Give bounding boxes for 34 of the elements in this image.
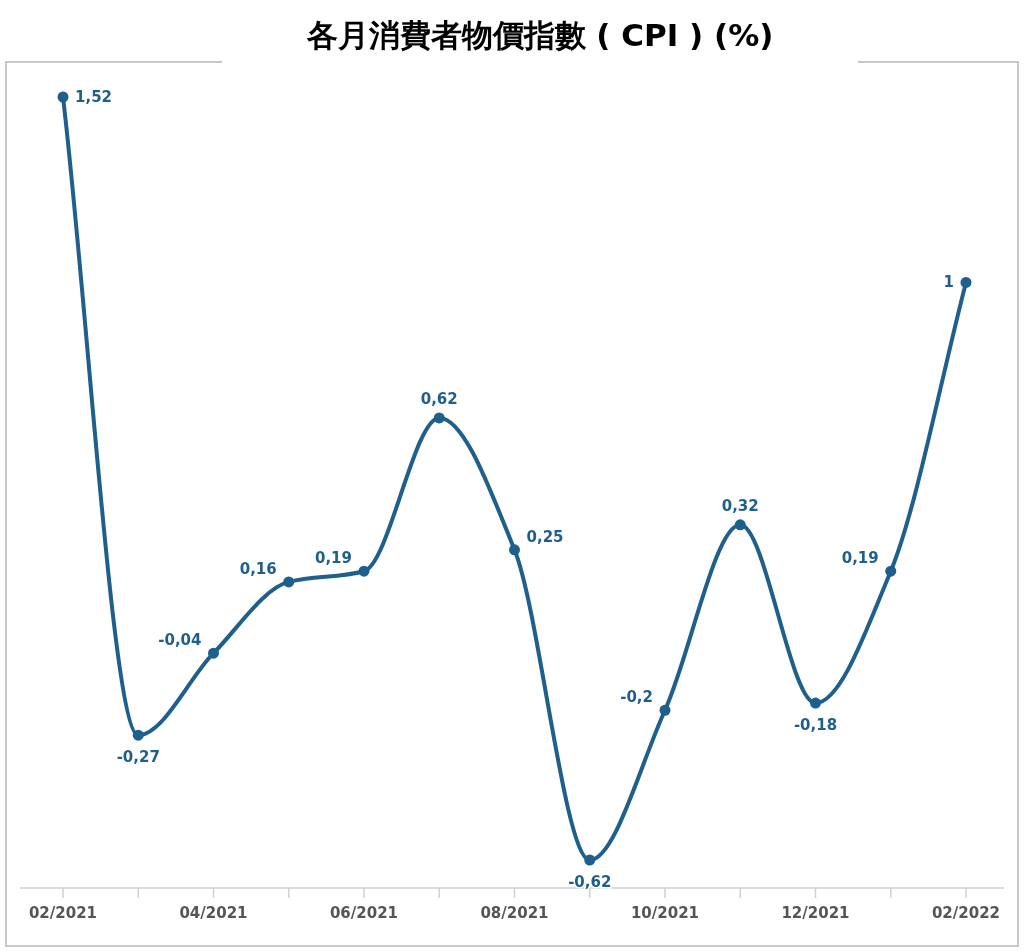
point — [584, 854, 596, 866]
point — [208, 647, 219, 659]
data-label: 1 — [943, 273, 954, 292]
data-label: 0,16 — [239, 559, 277, 578]
point — [433, 412, 445, 424]
point — [132, 729, 144, 741]
point — [57, 91, 69, 103]
data-label: -0,2 — [620, 688, 653, 707]
data-label: 0,62 — [420, 389, 458, 408]
data-label: 1,52 — [75, 88, 113, 106]
data-label: -0,18 — [793, 716, 838, 735]
point — [358, 565, 370, 577]
point — [885, 565, 897, 577]
x-tick-label: 06/2021 — [329, 904, 399, 922]
x-tick-label: 02/2021 — [28, 904, 98, 922]
x-tick-label: 08/2021 — [480, 904, 549, 922]
x-tick-label: 04/2021 — [179, 904, 248, 922]
data-label: -0,27 — [116, 748, 160, 767]
point — [810, 697, 821, 709]
data-label: 0,25 — [526, 527, 564, 546]
data-label: 0,19 — [314, 549, 352, 568]
point — [283, 576, 295, 588]
data-label: -0,04 — [158, 631, 202, 650]
data-label: -0,62 — [568, 873, 612, 891]
point — [509, 544, 520, 556]
x-tick-label: 02/2022 — [931, 904, 1001, 922]
chart-title: 各月消費者物價指數 ( CPI ) (%) — [305, 17, 774, 53]
data-label: 0,19 — [841, 549, 879, 568]
data-label: 0,32 — [721, 496, 759, 515]
x-tick-label: 10/2021 — [630, 904, 700, 922]
point — [960, 276, 972, 288]
point — [734, 519, 746, 531]
x-tick-label: 12/2021 — [781, 904, 850, 922]
point — [659, 704, 671, 716]
